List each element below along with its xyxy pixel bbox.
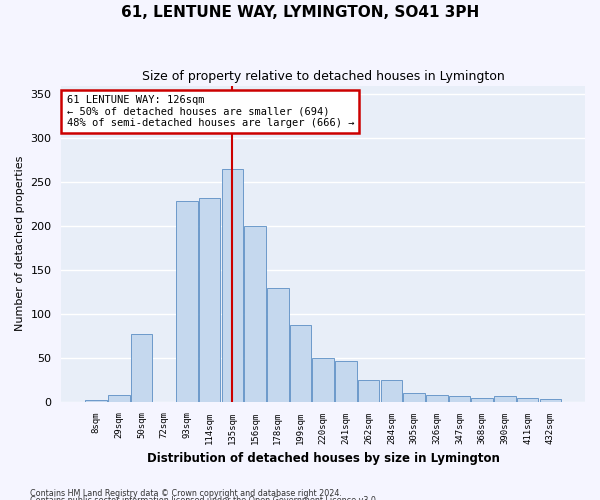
Bar xyxy=(472,398,493,402)
Bar xyxy=(426,394,448,402)
Bar xyxy=(313,358,334,402)
Bar xyxy=(380,380,402,402)
Y-axis label: Number of detached properties: Number of detached properties xyxy=(15,156,25,332)
Bar xyxy=(267,288,289,402)
Bar xyxy=(244,226,266,402)
Bar xyxy=(517,398,538,402)
Bar xyxy=(176,202,197,402)
Bar xyxy=(539,399,561,402)
Bar xyxy=(221,169,243,402)
Bar xyxy=(449,396,470,402)
Text: Contains public sector information licensed under the Open Government Licence v3: Contains public sector information licen… xyxy=(30,496,379,500)
Bar xyxy=(290,326,311,402)
Text: Contains HM Land Registry data © Crown copyright and database right 2024.: Contains HM Land Registry data © Crown c… xyxy=(30,488,342,498)
Bar xyxy=(403,393,425,402)
Bar xyxy=(335,362,357,402)
Title: Size of property relative to detached houses in Lymington: Size of property relative to detached ho… xyxy=(142,70,505,83)
Bar xyxy=(358,380,379,402)
Bar xyxy=(85,400,107,402)
Bar xyxy=(199,198,220,402)
Text: 61, LENTUNE WAY, LYMINGTON, SO41 3PH: 61, LENTUNE WAY, LYMINGTON, SO41 3PH xyxy=(121,5,479,20)
Text: 61 LENTUNE WAY: 126sqm
← 50% of detached houses are smaller (694)
48% of semi-de: 61 LENTUNE WAY: 126sqm ← 50% of detached… xyxy=(67,95,354,128)
Bar xyxy=(108,394,130,402)
X-axis label: Distribution of detached houses by size in Lymington: Distribution of detached houses by size … xyxy=(147,452,500,465)
Bar xyxy=(131,334,152,402)
Bar xyxy=(494,396,516,402)
